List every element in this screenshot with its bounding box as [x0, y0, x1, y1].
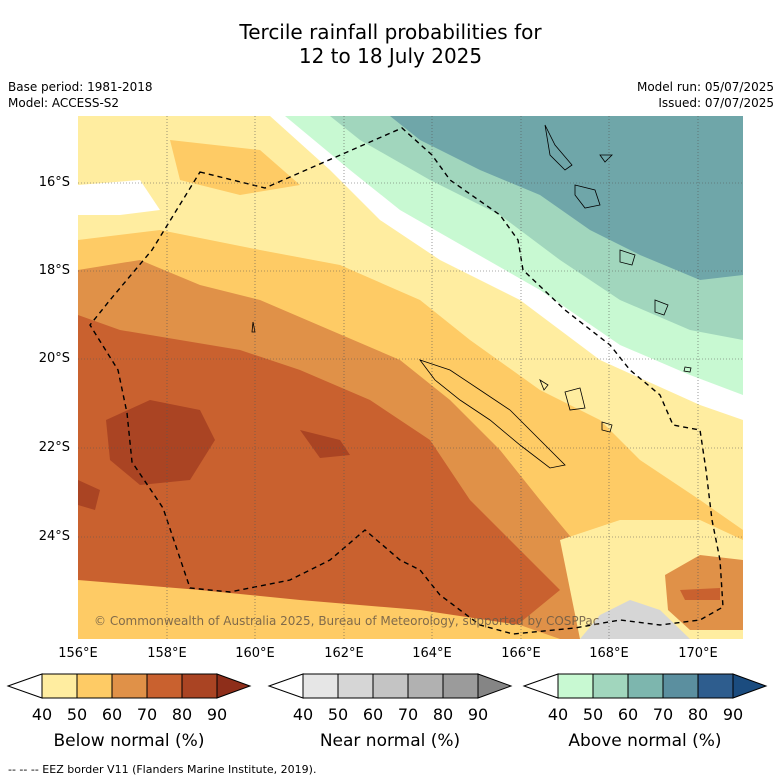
below-tick-40: 40 — [31, 705, 53, 724]
near-tick-70: 70 — [397, 705, 419, 724]
coastlines — [251, 124, 692, 469]
lon-label-156e: 156°E — [58, 646, 98, 661]
above-normal-colorbar — [522, 673, 768, 699]
title-line-1: Tercile rainfall probabilities for — [239, 20, 542, 44]
lat-label-20s: 20°S — [38, 351, 70, 366]
above-tick-70: 70 — [652, 705, 674, 724]
near-tick-50: 50 — [327, 705, 349, 724]
near-tick-90: 90 — [467, 705, 489, 724]
below-tick-90: 90 — [206, 705, 228, 724]
above-tick-60: 60 — [617, 705, 639, 724]
base-period: Base period: 1981-2018 — [8, 80, 153, 94]
below-tick-80: 80 — [171, 705, 193, 724]
lat-label-24s: 24°S — [38, 529, 70, 544]
above-normal-title: Above normal (%) — [568, 731, 722, 751]
near-normal-title: Near normal (%) — [319, 731, 461, 751]
lon-label-170e: 170°E — [678, 646, 718, 661]
lon-label-160e: 160°E — [235, 646, 275, 661]
title-line-2: 12 to 18 July 2025 — [298, 44, 483, 68]
below-tick-60: 60 — [101, 705, 123, 724]
above-tick-50: 50 — [582, 705, 604, 724]
below-tick-50: 50 — [66, 705, 88, 724]
issued-date: Issued: 07/07/2025 — [658, 96, 774, 110]
near-tick-80: 80 — [432, 705, 454, 724]
below-normal-title: Below normal (%) — [53, 731, 205, 751]
above-tick-90: 90 — [722, 705, 744, 724]
lat-label-16s: 16°S — [38, 175, 70, 190]
near-normal-colorbar — [267, 673, 513, 699]
below-tick-70: 70 — [136, 705, 158, 724]
lon-label-162e: 162°E — [324, 646, 364, 661]
lon-label-168e: 168°E — [589, 646, 629, 661]
below-normal-colorbar — [6, 673, 252, 699]
near-tick-60: 60 — [362, 705, 384, 724]
model-run: Model run: 05/07/2025 — [636, 80, 774, 94]
lat-label-22s: 22°S — [38, 440, 70, 455]
gridlines — [78, 116, 743, 639]
eez-border — [89, 127, 724, 635]
above-tick-80: 80 — [687, 705, 709, 724]
lon-label-158e: 158°E — [147, 646, 187, 661]
lon-label-164e: 164°E — [412, 646, 452, 661]
eez-legend: -- -- -- EEZ border V11 (Flanders Marine… — [8, 763, 317, 776]
near-tick-40: 40 — [292, 705, 314, 724]
model-name: Model: ACCESS-S2 — [8, 96, 120, 110]
lat-label-18s: 18°S — [38, 263, 70, 278]
probability-shading — [78, 116, 743, 639]
lon-label-166e: 166°E — [501, 646, 541, 661]
above-tick-40: 40 — [547, 705, 569, 724]
map-credit: © Commonwealth of Australia 2025, Bureau… — [94, 614, 600, 628]
